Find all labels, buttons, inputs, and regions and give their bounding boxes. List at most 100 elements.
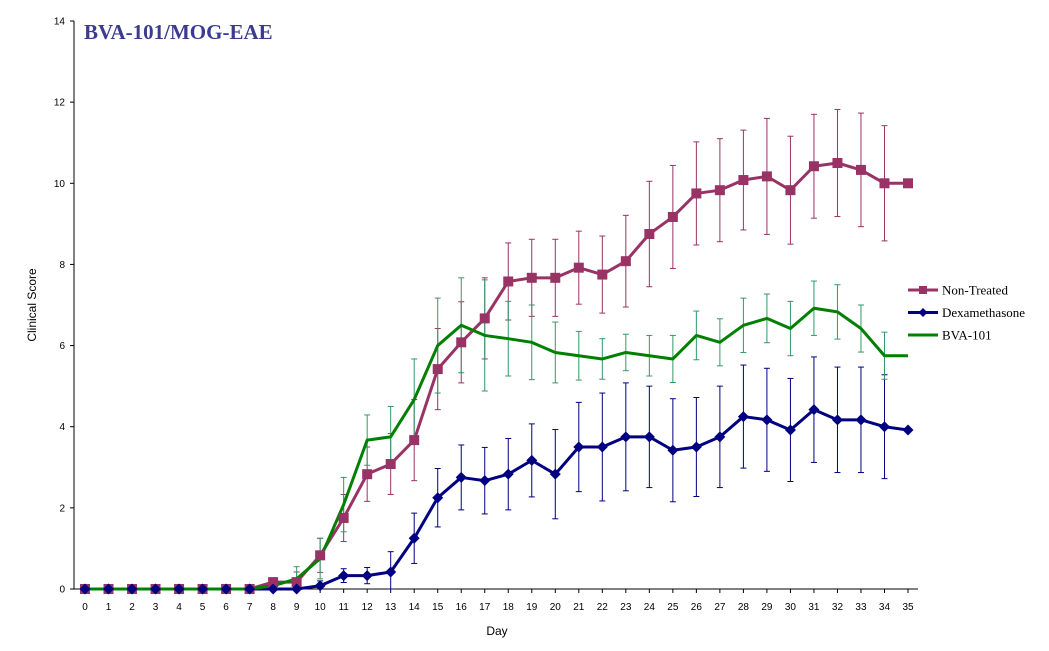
x-tick-label: 15: [432, 602, 444, 613]
x-tick-label: 8: [270, 602, 276, 613]
x-tick-label: 30: [785, 602, 797, 613]
x-axis-label: Day: [486, 624, 507, 638]
data-point: [503, 276, 514, 287]
y-tick-label: 0: [59, 585, 65, 596]
x-tick-label: 1: [106, 602, 112, 613]
data-point: [690, 441, 702, 453]
data-point: [691, 188, 702, 199]
data-point: [291, 583, 303, 595]
x-tick-label: 26: [691, 602, 703, 613]
data-point: [643, 431, 655, 443]
x-tick-label: 33: [855, 602, 867, 613]
data-point: [361, 570, 373, 582]
x-tick-label: 13: [385, 602, 397, 613]
data-point: [878, 421, 890, 433]
x-tick-label: 17: [479, 602, 491, 613]
legend-label: BVA-101: [942, 328, 992, 343]
data-point: [855, 164, 866, 175]
x-tick-label: 0: [82, 602, 88, 613]
y-tick-label: 10: [54, 179, 66, 190]
data-point: [526, 272, 537, 283]
x-tick-label: 27: [714, 602, 726, 613]
data-point: [432, 492, 444, 504]
x-tick-label: 23: [620, 602, 632, 613]
data-point: [832, 158, 843, 168]
x-tick-label: 20: [550, 602, 562, 613]
data-point: [291, 577, 302, 588]
x-tick-label: 3: [153, 602, 159, 613]
x-tick-label: 34: [879, 602, 891, 613]
data-point: [220, 583, 232, 595]
data-point: [597, 269, 608, 280]
y-tick-label: 8: [59, 260, 65, 271]
data-point: [103, 583, 115, 595]
data-point: [268, 577, 279, 588]
data-point: [785, 185, 796, 196]
data-point: [385, 566, 397, 578]
x-tick-label: 25: [667, 602, 679, 613]
legend-label: Non-Treated: [942, 283, 1008, 298]
data-point: [338, 513, 349, 523]
data-point: [761, 171, 772, 182]
series-line: [85, 306, 908, 591]
data-point: [362, 469, 373, 480]
data-point: [855, 414, 867, 426]
data-point: [903, 178, 913, 189]
x-tick-label: 6: [223, 602, 229, 613]
data-point: [79, 583, 91, 595]
x-tick-label: 32: [832, 602, 844, 613]
series-lines: [85, 161, 909, 591]
data-point: [831, 414, 843, 426]
series-line: [85, 408, 909, 591]
x-tick-label: 2: [129, 602, 135, 613]
data-point: [808, 404, 820, 416]
data-point: [315, 550, 326, 561]
legend: Non-Treated Dexamethasone BVA-101: [908, 283, 1025, 343]
data-point: [549, 468, 561, 480]
data-point: [479, 475, 491, 487]
data-point: [879, 178, 890, 189]
x-tick-label: 24: [644, 602, 656, 613]
x-tick-label: 4: [176, 602, 182, 613]
data-point: [620, 256, 631, 267]
data-point: [456, 337, 467, 348]
data-point: [738, 175, 749, 186]
data-point: [455, 471, 467, 483]
x-tick-label: 28: [738, 602, 750, 613]
y-tick-label: 2: [59, 503, 65, 514]
x-tick-label: 35: [902, 602, 914, 613]
data-point: [314, 580, 326, 592]
data-point: [338, 570, 350, 582]
x-tick-label: 10: [315, 602, 327, 613]
data-point: [902, 424, 914, 436]
y-tick-label: 6: [59, 341, 65, 352]
data-point: [761, 414, 773, 426]
x-tick-label: 14: [409, 602, 421, 613]
data-point: [714, 431, 726, 443]
data-point: [714, 185, 725, 196]
x-tick-label: 11: [338, 602, 349, 613]
data-point: [644, 229, 655, 239]
data-point: [267, 583, 279, 595]
x-tick-label: 22: [597, 602, 609, 613]
data-point: [173, 583, 185, 595]
legend-label: Dexamethasone: [942, 305, 1025, 320]
data-point: [808, 161, 819, 172]
data-point: [150, 583, 162, 595]
data-point: [409, 435, 420, 446]
y-tick-label: 14: [54, 17, 66, 28]
legend-marker: [919, 286, 927, 294]
data-point: [244, 583, 256, 595]
data-point: [620, 431, 632, 443]
data-point: [667, 211, 678, 222]
data-point: [784, 424, 796, 436]
x-tick-label: 16: [456, 602, 468, 613]
x-tick-label: 29: [761, 602, 773, 613]
x-tick-label: 19: [526, 602, 538, 613]
x-tick-label: 5: [200, 602, 206, 613]
data-point: [502, 468, 514, 480]
y-axis-label: Clinical Score: [25, 268, 39, 342]
data-point: [385, 459, 396, 470]
data-point: [596, 441, 608, 453]
